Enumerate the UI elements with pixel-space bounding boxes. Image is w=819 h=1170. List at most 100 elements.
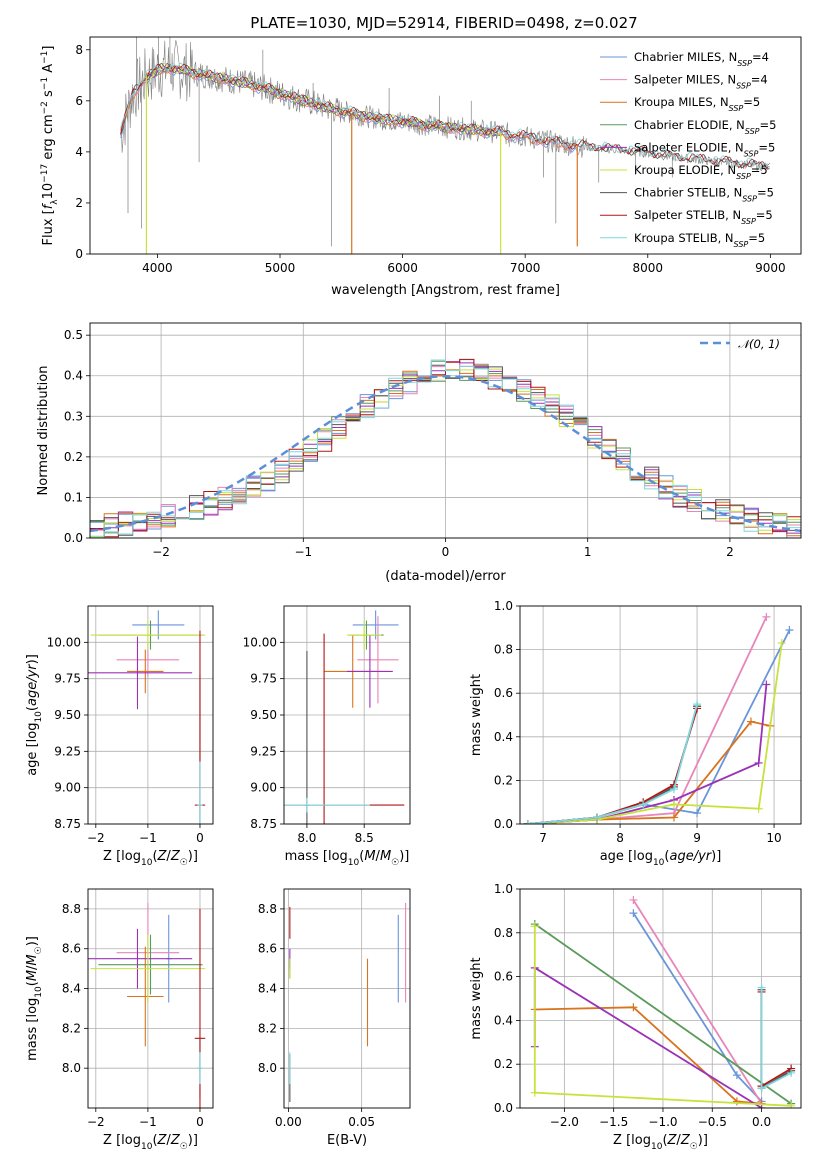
y-tick-label: 8.0 — [62, 1061, 81, 1075]
x-tick-label: −1 — [139, 1115, 157, 1129]
legend-label: Kroupa MILES, NSSP=5 — [634, 95, 760, 113]
spectrum-panel: 4000 5000 6000 7000 8000 9000 0 2 4 6 8 wavelength … — [40, 36, 802, 298]
y-tick-label: 8.8 — [258, 902, 277, 916]
weight-vs-age-panel: 7 8 9 10 0.0 0.2 0.4 0.6 0.8 1.0 age [log10(age/yr… — [469, 599, 802, 868]
weight-marker — [629, 895, 638, 904]
legend-label: Salpeter STELIB, NSSP=5 — [634, 208, 773, 226]
x-tick-label: 8.0 — [297, 831, 316, 845]
weight-marker — [754, 804, 763, 813]
y-tick-label: 8.75 — [54, 817, 81, 831]
weight-marker — [732, 1071, 741, 1080]
model-spectrum-kroupa-elodie — [144, 62, 500, 137]
legend-label: Chabrier ELODIE, NSSP=5 — [634, 118, 776, 136]
y-tick-label: 0 — [75, 247, 83, 261]
legend-label: 𝒩(0, 1) — [738, 337, 780, 351]
y-axis-label: mass weight — [469, 674, 484, 756]
x-tick-label: 0 — [196, 831, 204, 845]
x-tick-label: −2 — [87, 1115, 105, 1129]
weight-marker — [669, 785, 678, 794]
x-tick-label: 9000 — [755, 261, 786, 275]
y-tick-label: 1.0 — [494, 599, 513, 613]
mass-vs-metallicity-panel: −2 −1 0 8.0 8.2 8.4 8.6 8.8 Z [log10(Z/Z☉)] mass … — [25, 888, 214, 1152]
weight-marker — [669, 813, 678, 822]
y-tick-label: 0.0 — [494, 1101, 513, 1115]
weight-marker — [639, 800, 648, 809]
weight-line — [632, 899, 763, 1105]
x-tick-label: 0.0 — [752, 1115, 771, 1129]
weight-marker — [693, 809, 702, 818]
plot-area — [88, 902, 206, 1108]
weight-line — [533, 966, 763, 1108]
x-tick-label: 1 — [584, 545, 592, 559]
x-tick-label: 0.00 — [275, 1115, 302, 1129]
legend-label: Kroupa STELIB, NSSP=5 — [634, 231, 765, 249]
x-axis-label: wavelength [Angstrom, rest frame] — [331, 283, 560, 298]
plot-area — [90, 358, 801, 538]
y-tick-label: 9.25 — [54, 744, 81, 758]
legend-label: Chabrier MILES, NSSP=4 — [634, 50, 769, 68]
plot-area — [523, 612, 794, 824]
y-tick-label: 6 — [75, 94, 83, 108]
weight-marker — [629, 909, 638, 918]
x-tick-label: −1.5 — [599, 1115, 628, 1129]
y-tick-label: 9.50 — [54, 708, 81, 722]
x-axis-label: E(B-V) — [327, 1133, 367, 1148]
y-tick-label: 0.8 — [494, 926, 513, 940]
weight-marker — [757, 983, 766, 992]
weight-marker — [785, 625, 794, 634]
age-vs-metallicity-panel: −2 −1 0 8.75 9.00 9.25 9.50 9.75 10.00 Z [log10(Z… — [25, 605, 214, 868]
x-tick-label: −1 — [139, 831, 157, 845]
y-tick-label: 8.6 — [62, 942, 81, 956]
y-tick-label: 4 — [75, 145, 83, 159]
x-axis-label: (data-model)/error — [385, 569, 506, 584]
plot-area — [284, 610, 405, 824]
y-tick-label: 0.8 — [494, 643, 513, 657]
y-tick-label: 0.0 — [64, 531, 83, 545]
plot-area — [530, 895, 796, 1108]
y-tick-label: 8.2 — [258, 1021, 277, 1035]
y-tick-label: 0.6 — [494, 970, 513, 984]
y-tick-label: 0.2 — [494, 1057, 513, 1071]
x-axis-label: Z [log10(Z/Z☉)] — [103, 849, 198, 868]
plot-area — [289, 902, 407, 1103]
legend: Chabrier MILES, NSSP=4 Salpeter MILES, NS… — [600, 50, 776, 248]
x-tick-label: 10 — [766, 831, 781, 845]
y-tick-label: 9.25 — [250, 744, 277, 758]
y-tick-label: 10.00 — [243, 635, 277, 649]
x-axis-label: Z [log10(Z/Z☉)] — [613, 1133, 708, 1152]
x-tick-label: 8.5 — [355, 831, 374, 845]
weight-marker — [693, 700, 702, 709]
x-tick-label: 8000 — [632, 261, 663, 275]
x-tick-label: 0.05 — [348, 1115, 375, 1129]
weight-line — [760, 991, 792, 1088]
y-tick-label: 8.4 — [258, 982, 277, 996]
y-tick-label: 8.0 — [258, 1061, 277, 1075]
normal-distribution-curve — [90, 374, 801, 533]
figure-title: PLATE=1030, MJD=52914, FIBERID=0498, z=0… — [250, 14, 637, 32]
x-tick-label: 8 — [616, 831, 624, 845]
axes-frame — [519, 605, 802, 825]
legend-label: Salpeter ELODIE, NSSP=5 — [634, 140, 775, 158]
x-tick-label: 5000 — [265, 261, 296, 275]
x-tick-label: 7000 — [510, 261, 541, 275]
weight-line — [527, 708, 698, 824]
weight-marker — [732, 1097, 741, 1106]
axes-frame — [89, 36, 802, 255]
residuals-panel: −2 −1 0 1 2 0.0 0.1 0.2 0.3 0.4 0.5 (data-model)/er… — [36, 322, 802, 584]
y-tick-label: 9.50 — [250, 708, 277, 722]
x-tick-label: −2 — [152, 545, 170, 559]
weight-line — [534, 923, 792, 1105]
y-tick-label: 8.8 — [62, 902, 81, 916]
y-tick-label: 8.4 — [62, 982, 81, 996]
x-axis-label: mass [log10(M/M☉)] — [285, 849, 410, 868]
x-tick-label: −0.5 — [698, 1115, 727, 1129]
weight-line — [527, 706, 698, 824]
x-tick-label: 0 — [196, 1115, 204, 1129]
y-tick-label: 8.2 — [62, 1021, 81, 1035]
weight-line — [527, 703, 698, 824]
x-tick-label: −1.0 — [648, 1115, 677, 1129]
y-tick-label: 0.2 — [494, 773, 513, 787]
axes-frame — [519, 888, 802, 1109]
weight-line — [527, 706, 698, 824]
